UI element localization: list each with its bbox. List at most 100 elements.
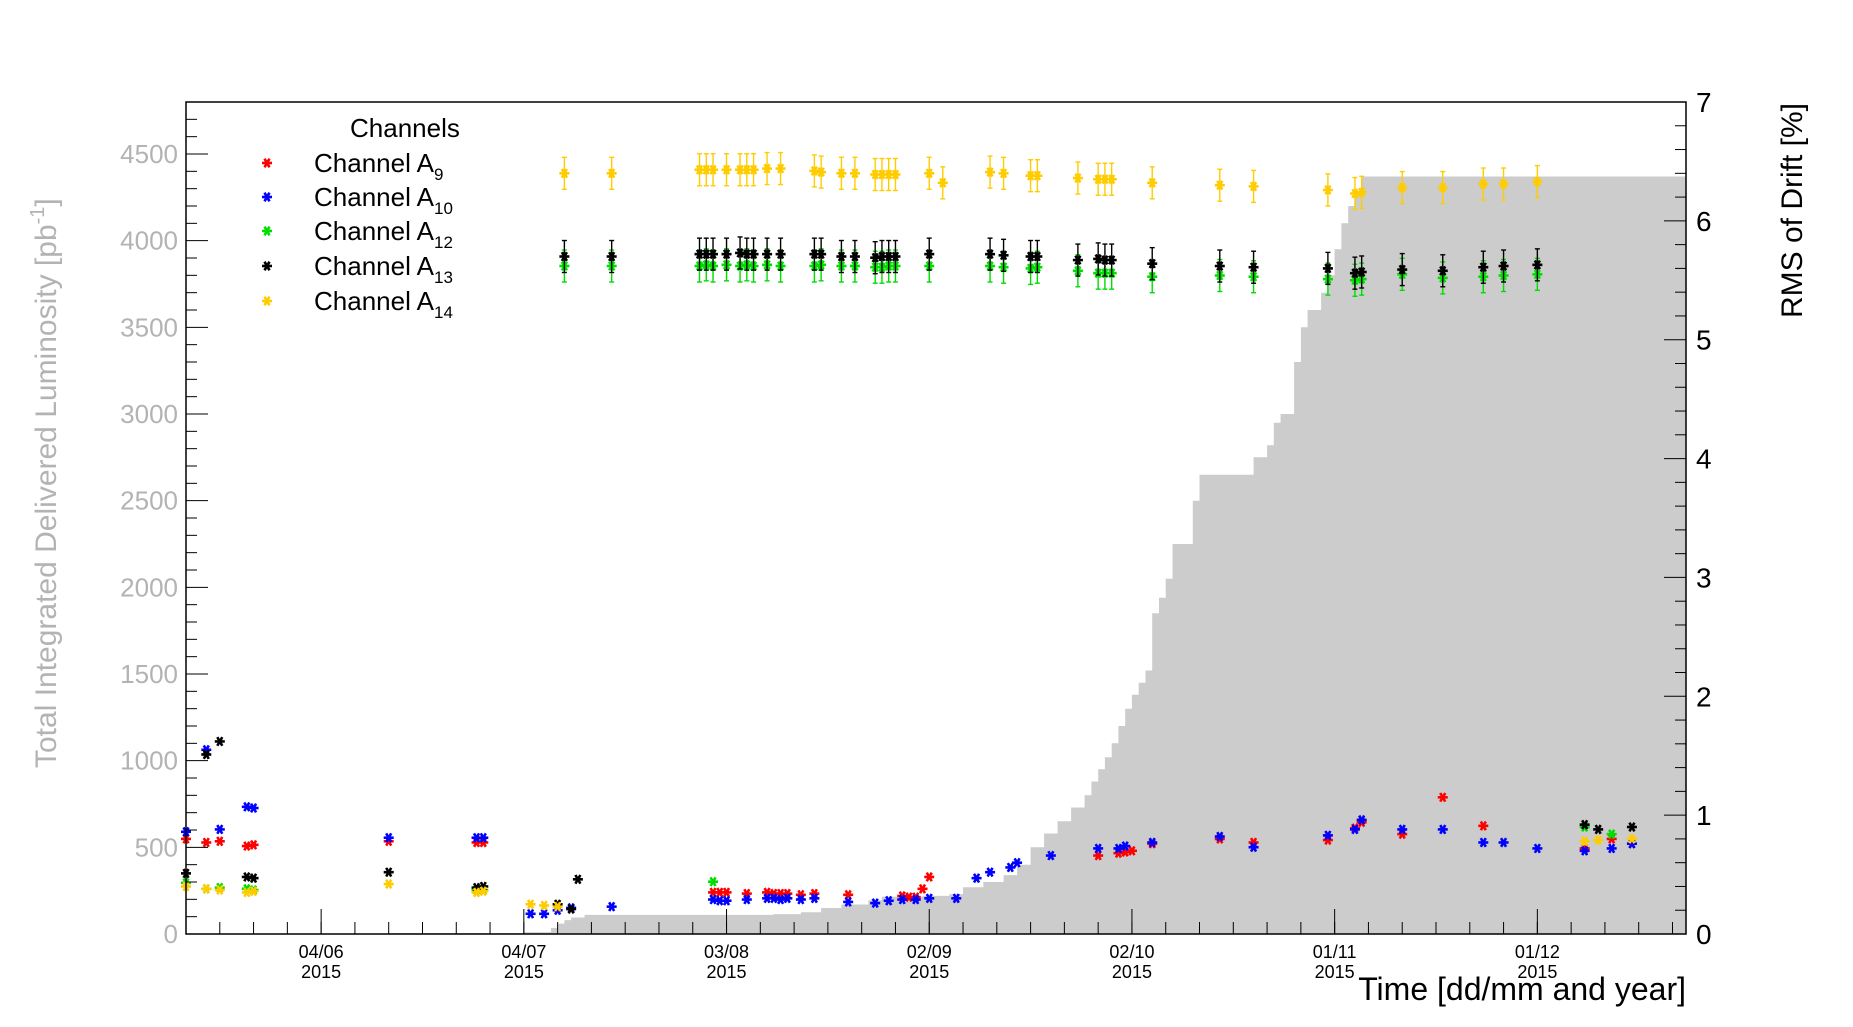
marker-arm [817,249,825,260]
data-point [1579,836,1590,847]
data-point [214,736,225,747]
marker-arm [709,894,717,905]
marker-arm [1148,258,1156,269]
marker-arm [1439,182,1447,193]
marker-arm [202,883,210,894]
marker-arm [1074,173,1082,184]
marker-arm [202,749,210,760]
marker-arm [560,168,569,179]
marker-arm [1479,262,1487,273]
data-point [1593,824,1604,835]
data-point [1214,168,1225,202]
data-point [701,237,712,271]
y-left-tick-label: 500 [135,832,178,862]
data-point [775,151,786,186]
data-point [890,239,901,274]
marker-arm [574,874,582,885]
marker-arm [878,251,886,262]
data-point [721,237,732,271]
marker-arm [216,885,224,896]
luminosity-fill [314,176,1686,934]
data-point [383,879,394,890]
marker-arm [851,168,859,179]
marker-arm [837,168,846,179]
data-point [1356,255,1367,289]
marker-arm [695,164,704,175]
data-point [735,236,746,270]
data-point [762,237,773,271]
marker-arm [885,251,893,262]
data-point [917,883,928,894]
marker-arm [1101,255,1109,266]
marker-arm [1216,831,1224,842]
data-point [924,871,935,882]
data-point [708,237,719,271]
y-right-tick-label: 1 [1696,800,1712,831]
data-point [741,894,752,905]
marker-arm [1324,830,1332,841]
data-point [1322,251,1333,286]
marker-arm [243,871,251,882]
marker-arm [1047,850,1055,861]
marker-arm [749,164,758,175]
data-point [924,156,935,191]
marker-arm [1439,265,1447,276]
marker-arm [1628,822,1636,833]
data-point [1012,857,1023,868]
marker-arm [216,736,224,747]
axis-ticks-layer [186,101,1686,935]
data-point [843,896,854,907]
marker-arm [1479,179,1487,189]
data-point [849,156,860,191]
data-point [985,155,996,189]
data-point [890,157,901,192]
data-point [1106,162,1117,196]
marker-arm [1479,837,1487,848]
data-point [1579,819,1590,830]
y-left-tick-label: 1000 [120,746,178,776]
marker-arm [1216,180,1224,191]
data-point [606,239,617,274]
data-point [1214,831,1225,842]
marker-arm [776,894,785,905]
marker-arm [385,867,393,878]
marker-arm [743,164,751,175]
data-point [572,874,583,885]
data-point [1498,837,1509,848]
data-point [1498,249,1509,283]
data-point [748,153,759,187]
legend-entry-a12: Channel A12 [262,216,453,252]
data-point [1397,252,1408,287]
data-point [836,156,847,191]
marker-arm [1398,264,1406,275]
marker-arm [1094,843,1102,854]
marker-arm [986,867,994,878]
data-point [816,155,827,189]
data-point [1025,158,1036,193]
marker-arm [716,895,724,906]
marker-arm [972,873,981,884]
marker-arm [1324,184,1332,195]
marker-arm [263,296,271,306]
legend-marker-a10 [262,192,272,202]
data-point [1113,843,1124,854]
data-point [248,886,259,897]
marker-arm [1581,845,1589,856]
marker-arm [891,251,900,262]
marker-arm [1594,835,1602,846]
data-points-layer [181,151,1637,919]
data-point [1248,250,1259,284]
x-tick-label-year: 2015 [504,962,544,982]
data-point [971,873,982,884]
data-point [782,893,793,904]
marker-arm [1249,262,1258,273]
marker-arm [702,164,710,175]
marker-arm [1398,182,1406,193]
marker-arm [1608,843,1616,854]
legend-marker-star [262,192,272,202]
marker-arm [1249,181,1258,192]
marker-arm [1026,251,1035,262]
marker-arm [1351,824,1359,835]
legend-title: Channels [350,113,460,143]
y-right-tick-label: 4 [1696,444,1712,475]
